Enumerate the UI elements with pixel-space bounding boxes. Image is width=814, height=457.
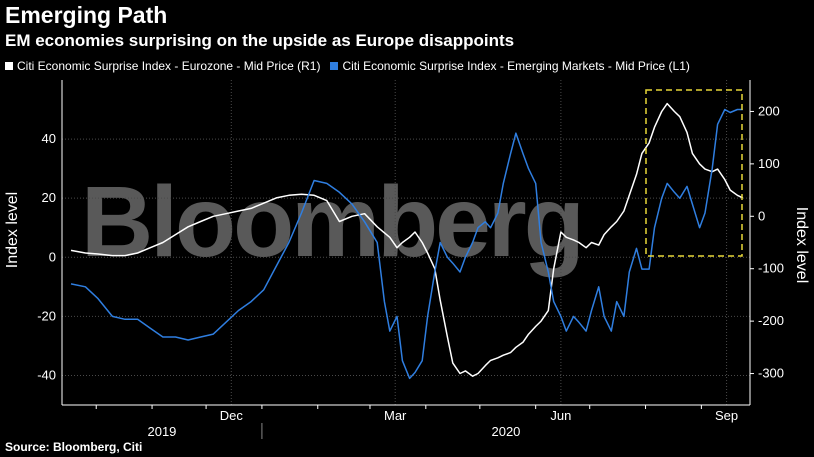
legend-item-eurozone: Citi Economic Surprise Index - Eurozone … [5, 59, 320, 73]
x-tick-label: Dec [220, 408, 244, 423]
legend-item-emerging: Citi Economic Surprise Index - Emerging … [330, 59, 690, 73]
left-tick-label: 20 [42, 190, 56, 205]
x-year-label-2020: 2020 [491, 424, 520, 439]
legend-swatch-emerging [330, 62, 339, 70]
x-tick-label: Mar [384, 408, 407, 423]
legend-label-emerging: Citi Economic Surprise Index - Emerging … [342, 59, 690, 73]
right-tick-label: 100 [758, 156, 780, 171]
right-tick-label: 0 [758, 208, 765, 223]
x-tick-label: Jun [550, 408, 571, 423]
legend-label-eurozone: Citi Economic Surprise Index - Eurozone … [17, 59, 321, 73]
chart-legend: Citi Economic Surprise Index - Eurozone … [5, 59, 690, 73]
chart-title: Emerging Path [5, 2, 168, 28]
right-tick-label: -100 [758, 261, 784, 276]
highlight-box [645, 89, 743, 257]
left-tick-label: -40 [37, 367, 56, 382]
left-tick-label: 0 [49, 249, 56, 264]
right-axis-label: Index level [793, 207, 810, 284]
legend-swatch-eurozone [5, 62, 13, 70]
left-tick-label: -20 [37, 308, 56, 323]
left-tick-label: 40 [42, 131, 56, 146]
series-line-eurozone [70, 102, 744, 377]
source-note: Source: Bloomberg, Citi [5, 440, 143, 454]
x-tick-label: Sep [715, 408, 738, 423]
right-tick-label: -200 [758, 313, 784, 328]
right-tick-label: 200 [758, 103, 780, 118]
right-tick-label: -300 [758, 366, 784, 381]
chart-subtitle: EM economies surprising on the upside as… [5, 31, 515, 50]
bloomberg-watermark: Bloomberg [81, 166, 582, 278]
x-year-label-2019: 2019 [147, 424, 176, 439]
left-axis-label: Index level [4, 192, 21, 269]
series-line-emerging-markets [70, 108, 743, 380]
